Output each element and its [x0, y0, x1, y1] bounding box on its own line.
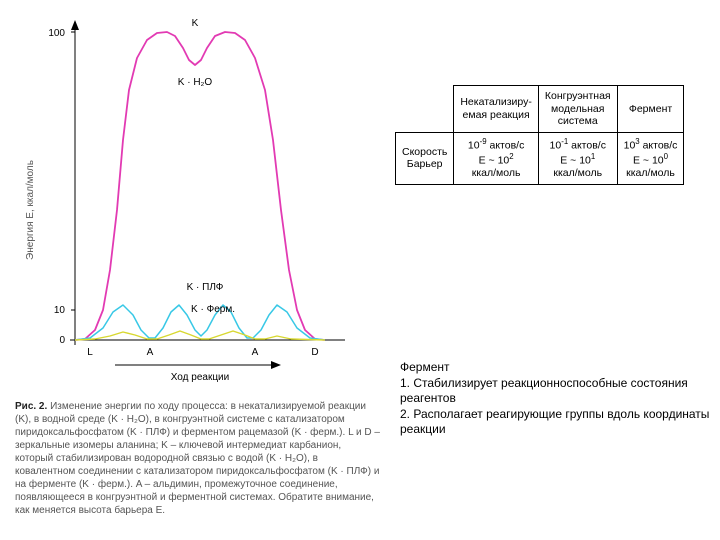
- series-label: K · Ферм.: [191, 304, 235, 315]
- caption-lead: Рис. 2.: [15, 401, 47, 412]
- series-label: K · ПЛФ: [187, 282, 224, 293]
- svg-text:A: A: [147, 347, 154, 358]
- svg-text:A: A: [252, 347, 259, 358]
- right-text-line1: 1. Стабилизирует реакционноспособные сос…: [400, 376, 710, 407]
- svg-text:10: 10: [54, 305, 66, 316]
- y-tick-10: 10: [54, 305, 75, 316]
- svg-text:100: 100: [48, 28, 65, 39]
- series-label: K: [192, 18, 199, 29]
- svg-text:0: 0: [59, 335, 65, 346]
- figure-caption: Рис. 2. Изменение энергии по ходу процес…: [15, 400, 380, 517]
- table-header-1: Некатализиру-емая реакция: [454, 86, 539, 133]
- caption-text: Изменение энергии по ходу процесса: в не…: [15, 401, 380, 516]
- table-row: Скорость Барьер 10-9 актов/сE ~ 102ккал/…: [396, 132, 684, 184]
- table-cell: 10-1 актов/сE ~ 101ккал/моль: [538, 132, 617, 184]
- comparison-table: Некатализиру-емая реакция Конгруэнтнаямо…: [395, 85, 684, 185]
- right-text-title: Фермент: [400, 360, 710, 376]
- y-tick-100: 100: [48, 28, 75, 39]
- x-axis-label: Ход реакции: [171, 372, 229, 383]
- table-cell: 103 актов/сE ~ 100ккал/моль: [617, 132, 684, 184]
- table-header-2: Конгруэнтнаямодельнаясистема: [538, 86, 617, 133]
- svg-text:D: D: [311, 347, 318, 358]
- svg-text:L: L: [87, 347, 93, 358]
- series-label: K · H₂O: [178, 77, 213, 88]
- right-text-block: Фермент 1. Стабилизирует реакционноспосо…: [400, 360, 710, 438]
- table-header-empty: [396, 86, 454, 133]
- table-cell: 10-9 актов/сE ~ 102ккал/моль: [454, 132, 539, 184]
- table-header-3: Фермент: [617, 86, 684, 133]
- table-row-label: Скорость Барьер: [396, 132, 454, 184]
- table-header-row: Некатализиру-емая реакция Конгруэнтнаямо…: [396, 86, 684, 133]
- y-axis-label: Энергия E, ккал/моль: [25, 160, 36, 260]
- labels-group: K K · H₂O K · ПЛФ K · Ферм.: [178, 18, 235, 315]
- chart-svg: Ход реакции 0 10 100 Энергия E, ккал/мол…: [15, 10, 385, 390]
- right-text-line2: 2. Располагает реагирующие группы вдоль …: [400, 407, 710, 438]
- energy-chart: Ход реакции 0 10 100 Энергия E, ккал/мол…: [15, 10, 385, 390]
- y-tick-0: 0: [59, 335, 75, 346]
